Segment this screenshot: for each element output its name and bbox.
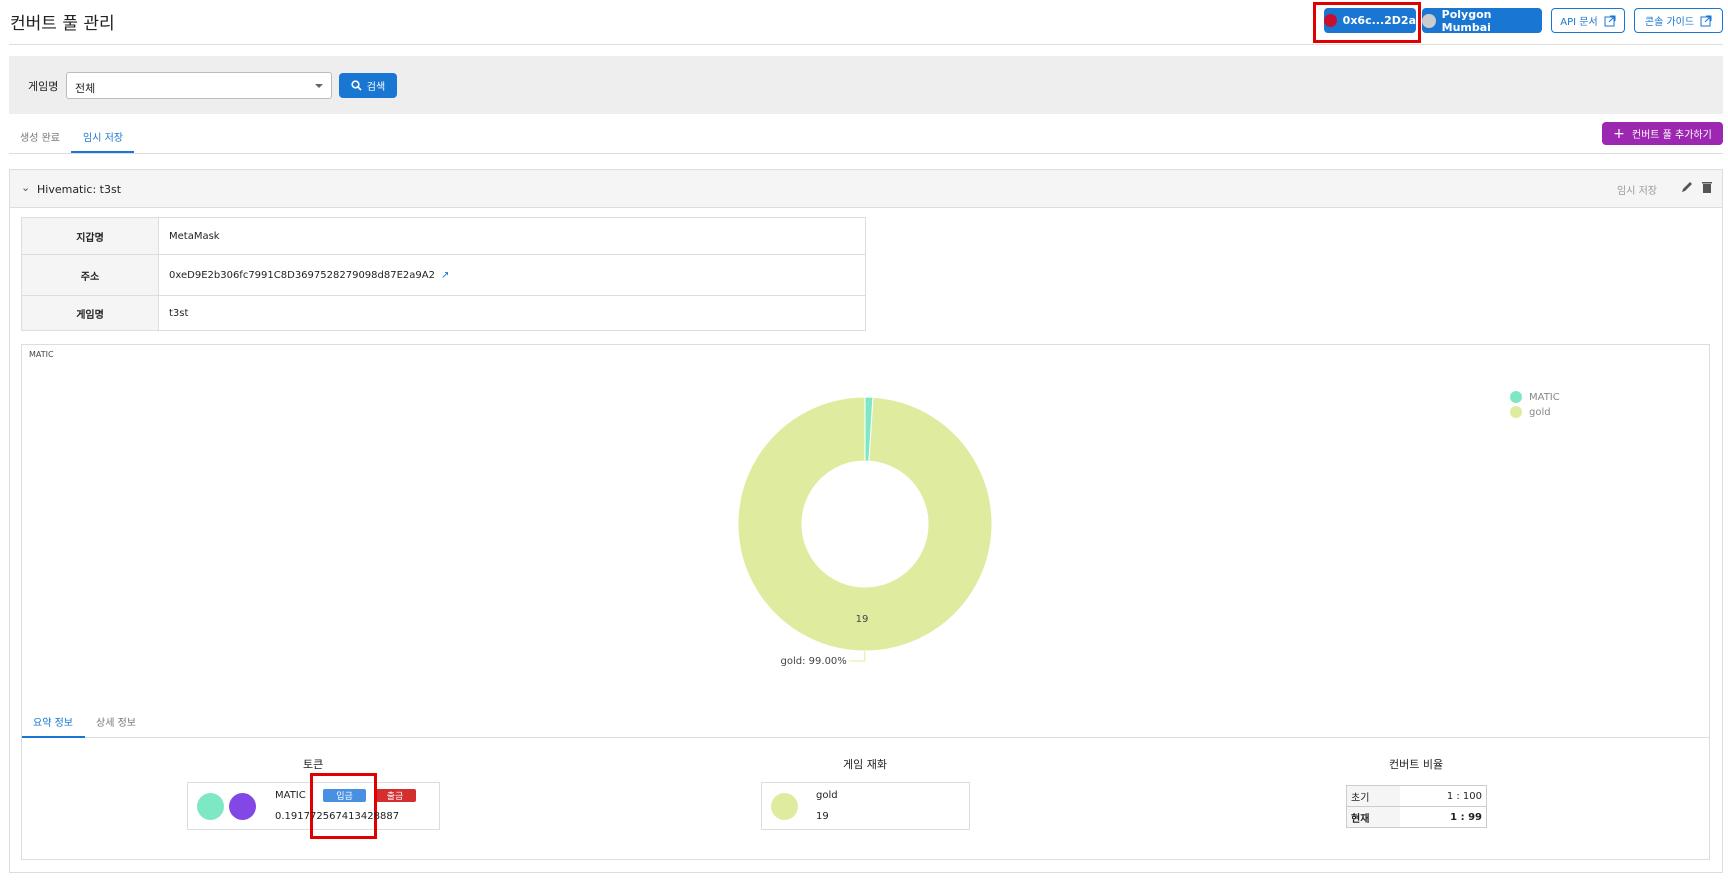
- tab-indicator: [71, 151, 134, 153]
- tab-active[interactable]: 요약 정보: [33, 718, 73, 729]
- info-text: 0xeD9E2b306fc7991C8D3697528279098d87E2a9…: [169, 269, 435, 281]
- network-name: Polygon Mumbai: [1441, 7, 1492, 34]
- info-text: t3st: [169, 307, 189, 319]
- external-icon: [1700, 15, 1712, 26]
- chart-title: MATIC: [29, 350, 54, 359]
- deposit-button[interactable]: 입금: [323, 789, 366, 802]
- ratio-table: 초기 1 : 100 현재 1 : 99: [1346, 785, 1487, 828]
- info-table: 지갑명 MetaMask 주소 0xeD9E2b306fc7991C8D3697528…: [21, 217, 866, 331]
- wallet-address: 0x6c...2D2a: [1342, 14, 1416, 27]
- wallet-button[interactable]: 0x6c...2D2a: [1324, 8, 1416, 33]
- leader-line: [848, 650, 866, 662]
- chart-box: [21, 344, 1710, 860]
- highlight-box: [310, 773, 377, 839]
- search-button-label: 검색: [366, 82, 386, 93]
- divider: [9, 44, 1723, 45]
- pool-status: 임시 저장: [1617, 186, 1657, 197]
- info-value: t3st: [158, 295, 866, 331]
- info-label: 주소: [21, 254, 159, 296]
- info-label: 게임명: [21, 295, 159, 331]
- highlight-box: [1313, 2, 1421, 43]
- external-icon: [1604, 15, 1616, 26]
- pool-panel: [9, 169, 1723, 873]
- chevron: ⌄: [21, 181, 31, 194]
- info-row: 지갑명 MetaMask: [21, 217, 866, 255]
- ratio-row: 초기 1 : 100: [1346, 785, 1487, 807]
- pool-title: Hivematic: t3st: [37, 183, 122, 196]
- divider: [22, 737, 1709, 738]
- search-label: 게임명: [28, 80, 59, 93]
- info-row: 주소 0xeD9E2b306fc7991C8D3697528279098d87E2…: [21, 254, 866, 296]
- currency-amount: 19: [816, 811, 829, 822]
- polygon-icon: [229, 793, 256, 820]
- annotation: gold: 99.00%: [781, 656, 847, 667]
- token-card: [187, 782, 440, 830]
- ratio-label: 현재: [1346, 806, 1400, 828]
- search-button[interactable]: 검색: [339, 73, 397, 98]
- tab[interactable]: 생성 완료: [20, 133, 60, 144]
- external-icon: ↗: [440, 269, 450, 281]
- tab-active[interactable]: 임시 저장: [83, 133, 123, 144]
- guide-label: 콘솔 가이드: [1644, 17, 1695, 28]
- info-value: 0xeD9E2b306fc7991C8D3697528279098d87E2a9…: [158, 254, 866, 296]
- legend-swatch: [1510, 406, 1522, 418]
- network-button[interactable]: Polygon Mumbai: [1422, 7, 1542, 34]
- currency-icon: [771, 793, 798, 820]
- select-value: 전체: [75, 82, 96, 95]
- token-amount: 0.191772567413428887: [275, 811, 400, 822]
- page-title: 컨버트 풀 관리: [10, 14, 115, 34]
- info-row: 게임명 t3st: [21, 295, 866, 331]
- pool-header[interactable]: [10, 170, 1722, 208]
- api-docs-button[interactable]: API 문서: [1551, 8, 1625, 33]
- section-heading: 게임 재화: [843, 758, 887, 771]
- ratio-label: 초기: [1346, 785, 1400, 807]
- add-pool-label: 컨버트 풀 추가하기: [1631, 130, 1712, 141]
- chart: MATIC 19 gold: 99.00% MATIC gold: [29, 350, 1560, 667]
- info-text: MetaMask: [169, 230, 220, 242]
- guide-button[interactable]: 콘솔 가이드: [1634, 8, 1723, 33]
- tab-indicator: [22, 736, 85, 738]
- divider: [9, 153, 1723, 154]
- section-heading: 컨버트 비율: [1389, 758, 1444, 771]
- delete-icon[interactable]: [1700, 180, 1714, 194]
- data-label: 19: [856, 614, 869, 625]
- api-docs-label: API 문서: [1560, 17, 1598, 28]
- search-icon: [351, 80, 362, 91]
- token-icon: [197, 793, 224, 820]
- ratio-row: 현재 1 : 99: [1346, 806, 1487, 828]
- add-pool-button[interactable]: + 컨버트 풀 추가하기: [1602, 122, 1723, 145]
- legend-label: gold: [1529, 407, 1551, 418]
- withdraw-button[interactable]: 출금: [374, 789, 416, 802]
- pie-slice: [737, 396, 993, 652]
- game-select[interactable]: 전체: [66, 72, 332, 99]
- currency-card: [761, 782, 970, 830]
- edit-icon[interactable]: [1680, 180, 1694, 194]
- token-name: MATIC: [275, 790, 306, 801]
- section-heading: 토큰: [303, 758, 324, 771]
- info-value: MetaMask: [158, 217, 866, 255]
- ratio-value: 1 : 100: [1399, 785, 1487, 807]
- legend-swatch: [1510, 391, 1522, 403]
- legend-label: MATIC: [1529, 392, 1560, 403]
- tab[interactable]: 상세 정보: [96, 718, 136, 729]
- currency-name: gold: [816, 790, 838, 801]
- ratio-value: 1 : 99: [1399, 806, 1487, 828]
